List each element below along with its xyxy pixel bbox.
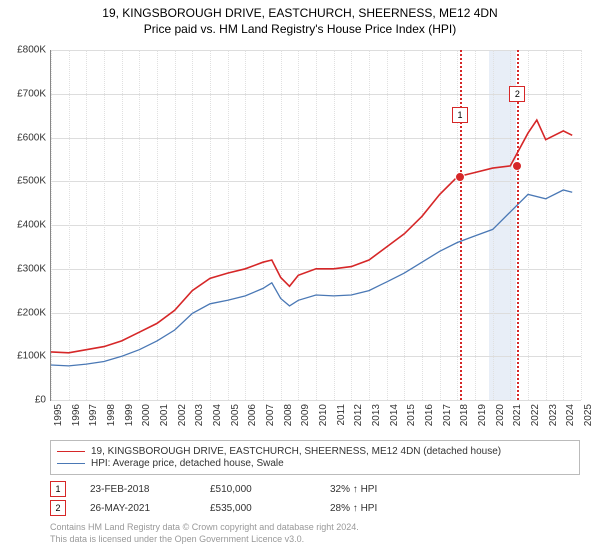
x-tick-label: 2022 [530, 404, 541, 426]
chart-area: 12 £0£100K£200K£300K£400K£500K£600K£700K… [50, 50, 580, 400]
legend-item: HPI: Average price, detached house, Swal… [57, 458, 573, 469]
x-tick-label: 2018 [459, 404, 470, 426]
x-tick-label: 2007 [265, 404, 276, 426]
plot-area: 12 [50, 50, 581, 401]
x-tick-label: 2008 [283, 404, 294, 426]
x-tick-label: 2015 [406, 404, 417, 426]
event-label-box: 1 [452, 107, 468, 123]
y-tick-label: £300K [6, 263, 46, 274]
event-number-box: 2 [50, 500, 66, 516]
chart-subtitle: Price paid vs. HM Land Registry's House … [0, 22, 600, 36]
legend-swatch [57, 451, 85, 452]
event-number-box: 1 [50, 481, 66, 497]
event-price: £535,000 [210, 503, 330, 514]
x-tick-label: 2019 [477, 404, 488, 426]
event-date: 26-MAY-2021 [90, 503, 210, 514]
x-tick-label: 1999 [124, 404, 135, 426]
x-tick-label: 1998 [106, 404, 117, 426]
title-block: 19, KINGSBOROUGH DRIVE, EASTCHURCH, SHEE… [0, 0, 600, 36]
legend-swatch [57, 463, 85, 464]
y-tick-label: £700K [6, 88, 46, 99]
x-tick-label: 2000 [141, 404, 152, 426]
y-tick-label: £800K [6, 45, 46, 56]
chart-container: 19, KINGSBOROUGH DRIVE, EASTCHURCH, SHEE… [0, 0, 600, 560]
x-tick-label: 2025 [583, 404, 594, 426]
x-tick-label: 2016 [424, 404, 435, 426]
event-row: 1 23-FEB-2018 £510,000 32% ↑ HPI [50, 481, 450, 497]
y-tick-label: £600K [6, 132, 46, 143]
x-tick-label: 2002 [177, 404, 188, 426]
x-tick-label: 2020 [495, 404, 506, 426]
footer-line: This data is licensed under the Open Gov… [50, 534, 359, 546]
x-tick-label: 1997 [88, 404, 99, 426]
x-tick-label: 2003 [194, 404, 205, 426]
legend: 19, KINGSBOROUGH DRIVE, EASTCHURCH, SHEE… [50, 440, 580, 475]
series-line [51, 120, 572, 353]
y-tick-label: £0 [6, 395, 46, 406]
x-tick-label: 2014 [389, 404, 400, 426]
x-tick-label: 2006 [247, 404, 258, 426]
y-tick-label: £100K [6, 351, 46, 362]
chart-title-address: 19, KINGSBOROUGH DRIVE, EASTCHURCH, SHEE… [0, 6, 600, 20]
event-point [512, 161, 522, 171]
series-line [51, 190, 572, 366]
event-price: £510,000 [210, 484, 330, 495]
x-tick-label: 2013 [371, 404, 382, 426]
x-tick-label: 2017 [442, 404, 453, 426]
event-label-box: 2 [509, 86, 525, 102]
x-tick-label: 2024 [565, 404, 576, 426]
x-tick-label: 2001 [159, 404, 170, 426]
x-tick-label: 2010 [318, 404, 329, 426]
x-tick-label: 1996 [71, 404, 82, 426]
y-tick-label: £500K [6, 176, 46, 187]
footer-line: Contains HM Land Registry data © Crown c… [50, 522, 359, 534]
event-table: 1 23-FEB-2018 £510,000 32% ↑ HPI 2 26-MA… [50, 478, 450, 519]
x-tick-label: 2023 [548, 404, 559, 426]
legend-label: 19, KINGSBOROUGH DRIVE, EASTCHURCH, SHEE… [91, 446, 501, 457]
x-tick-label: 2012 [353, 404, 364, 426]
attribution-footer: Contains HM Land Registry data © Crown c… [50, 522, 359, 545]
y-tick-label: £400K [6, 220, 46, 231]
event-date: 23-FEB-2018 [90, 484, 210, 495]
x-tick-label: 2011 [336, 404, 347, 426]
x-tick-label: 2005 [230, 404, 241, 426]
event-delta: 28% ↑ HPI [330, 503, 450, 514]
legend-label: HPI: Average price, detached house, Swal… [91, 458, 284, 469]
x-tick-label: 2004 [212, 404, 223, 426]
legend-item: 19, KINGSBOROUGH DRIVE, EASTCHURCH, SHEE… [57, 446, 573, 457]
x-tick-label: 1995 [53, 404, 64, 426]
x-tick-label: 2021 [512, 404, 523, 426]
event-row: 2 26-MAY-2021 £535,000 28% ↑ HPI [50, 500, 450, 516]
event-delta: 32% ↑ HPI [330, 484, 450, 495]
line-series-svg [51, 50, 581, 400]
x-tick-label: 2009 [300, 404, 311, 426]
y-tick-label: £200K [6, 307, 46, 318]
event-point [455, 172, 465, 182]
